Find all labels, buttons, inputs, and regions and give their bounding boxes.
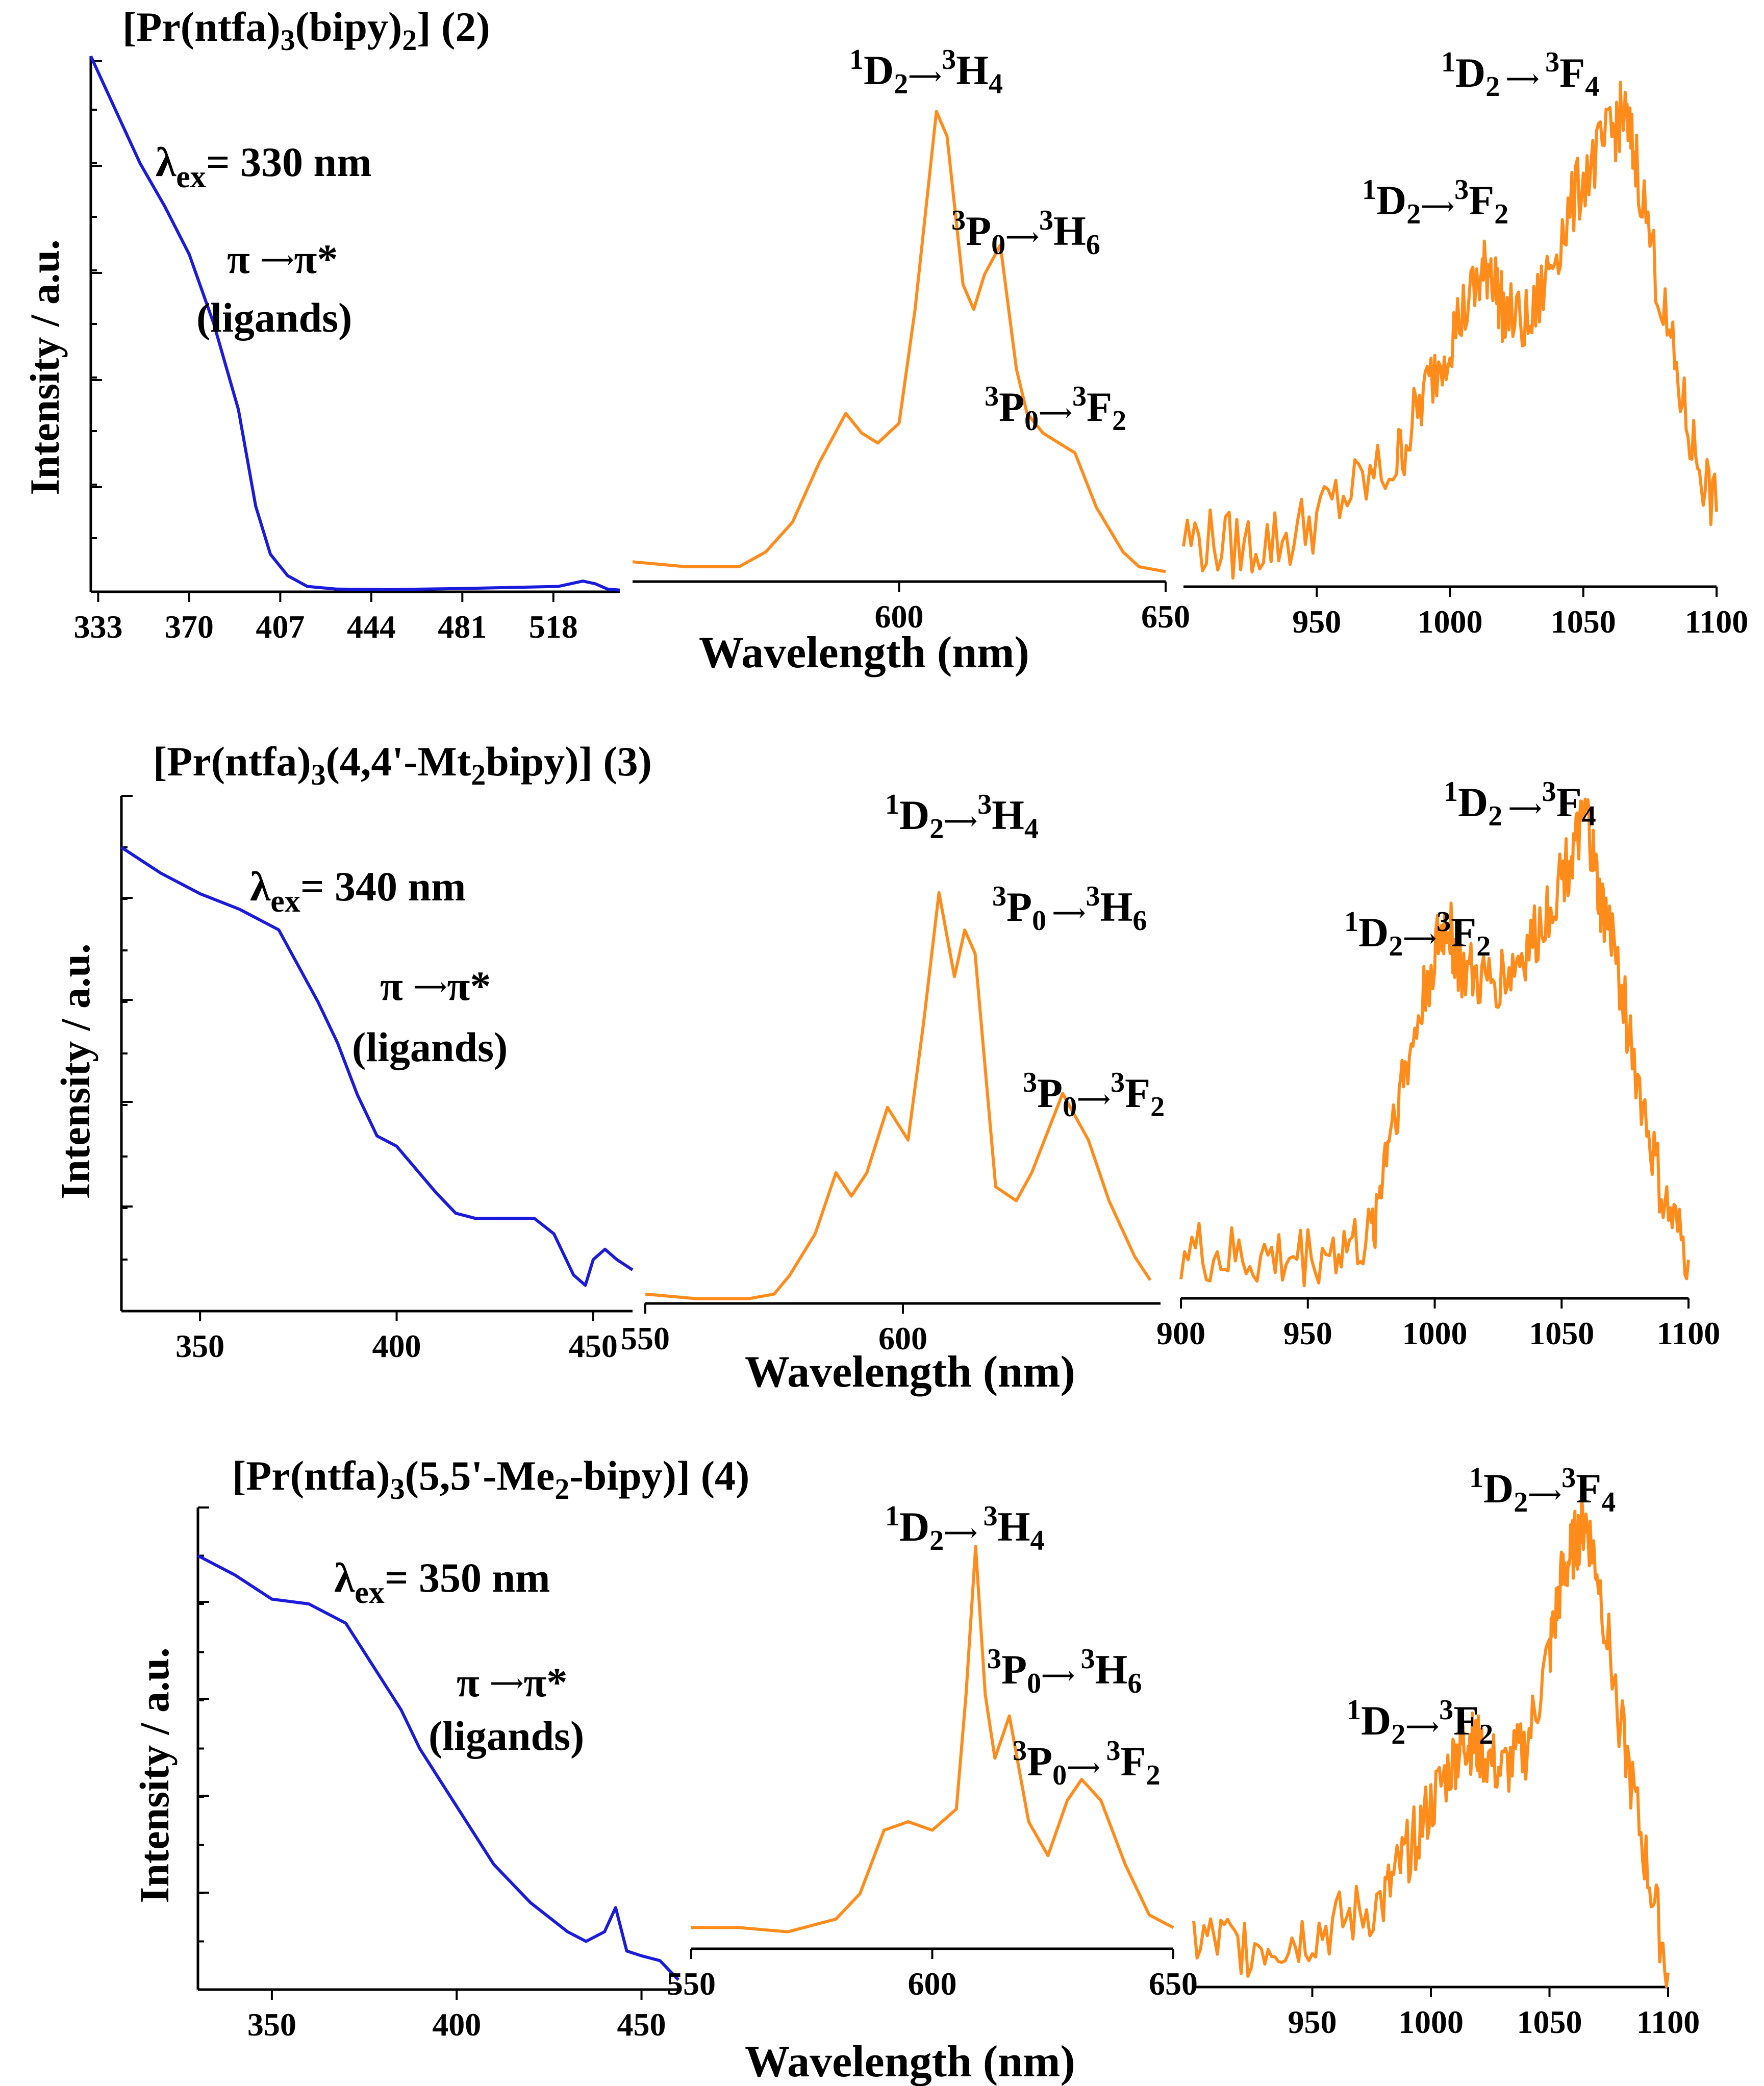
x-tick-label-1-3: 444 <box>347 609 396 645</box>
x-tick-label-8-1: 600 <box>908 1966 957 2002</box>
excitation-line-7 <box>197 1554 680 1981</box>
emission-line-6 <box>1179 797 1690 1288</box>
x-tick-label-9-0: 950 <box>1288 2004 1337 2040</box>
peak-label-1D2-3F2-row1: 1D2⟶3F2 <box>1362 174 1508 230</box>
excitation-label-2: λex= 330 nm <box>156 139 371 194</box>
x-tick-label-6-4: 1100 <box>1657 1315 1720 1351</box>
peak-label-1D2-3F4-row3: 1D2⟶3F4 <box>1469 1462 1616 1518</box>
peak-label-3P0-3F2-row3: 3P0⟶ 3F2 <box>1013 1735 1161 1791</box>
x-axis-label-2: Wavelength (nm) <box>745 1347 1075 1397</box>
excitation-label-4: λex= 350 nm <box>334 1554 550 1610</box>
peak-label-1D2-3F2-row2: 1D2⟶3F2 <box>1344 906 1491 962</box>
peak-label-1D2-3F2-row3: 1D2⟶3F2 <box>1347 1694 1493 1750</box>
y-axis-label-1: Intensity / a.u. <box>21 239 68 495</box>
x-tick-label-7-1: 400 <box>432 2006 481 2043</box>
pi-transition-label-3: π ⟶π* <box>380 963 491 1009</box>
x-axis-label-1: Wavelength (nm) <box>699 628 1029 677</box>
x-tick-label-6-0: 900 <box>1156 1315 1205 1351</box>
peak-label-1D2-3H4-row2: 1D2⟶3H4 <box>885 789 1039 845</box>
pi-transition-label-4: π ⟶π* <box>457 1659 567 1705</box>
x-tick-label-2-0: 600 <box>875 598 924 635</box>
plot-marks: 333 370 407 444 481 518 600 650 950 1000 1050 1100 3… <box>73 55 1748 2043</box>
x-tick-label-5-1: 600 <box>878 1320 927 1356</box>
peak-label-3P0-3H6-row3: 3P0⟶ 3H6 <box>987 1643 1142 1699</box>
x-tick-label-6-2: 1000 <box>1402 1315 1468 1351</box>
x-tick-label-6-3: 1050 <box>1529 1315 1594 1351</box>
peak-label-1D2-3H4-row3: 1D2⟶ 3H4 <box>885 1500 1044 1556</box>
peak-label-3P0-3F2-row1: 3P0⟶3F2 <box>985 381 1126 437</box>
peak-label-3P0-3H6-row1: 3P0⟶3H6 <box>951 205 1100 261</box>
x-tick-label-8-0: 550 <box>667 1966 716 2002</box>
ligands-label-4: (ligands) <box>429 1713 584 1759</box>
x-tick-label-1-5: 518 <box>529 609 578 645</box>
ligands-label-2: (ligands) <box>196 294 352 341</box>
peak-label-1D2-3H4-row1: 1D2⟶3H4 <box>849 44 1003 100</box>
x-tick-label-3-3: 1100 <box>1685 604 1748 640</box>
emission-line-8 <box>691 1545 1174 1933</box>
emission-line-3 <box>1182 81 1718 580</box>
compound-title-3: [Pr(ntfa)3(4,4'-Mt2bipy)] (3) <box>153 738 652 791</box>
x-tick-label-9-1: 1000 <box>1398 2004 1464 2040</box>
ligands-label-3: (ligands) <box>352 1024 508 1070</box>
excitation-line-1 <box>89 55 620 592</box>
y-axis-label-2: Intensity / a.u. <box>52 943 98 1199</box>
peak-label-3P0-3F2-row2: 3P0⟶3F2 <box>1023 1067 1165 1123</box>
x-tick-label-5-0: 550 <box>621 1320 670 1356</box>
peak-label-1D2-3F4-row2: 1D2 ⟶3F4 <box>1444 776 1596 832</box>
x-tick-label-3-0: 950 <box>1292 604 1341 640</box>
x-tick-label-8-2: 650 <box>1149 1966 1198 2002</box>
x-axis-label-3: Wavelength (nm) <box>745 2037 1075 2086</box>
peak-label-1D2-3F4-row1: 1D2 ⟶ 3F4 <box>1441 46 1599 103</box>
x-tick-label-3-2: 1050 <box>1551 604 1616 640</box>
compound-title-4: [Pr(ntfa)3(5,5'-Me2-bipy)] (4) <box>232 1452 749 1505</box>
emission-line-5 <box>645 891 1152 1300</box>
x-tick-label-4-0: 350 <box>175 1328 224 1364</box>
x-tick-label-3-1: 1000 <box>1418 604 1483 640</box>
x-tick-label-9-2: 1050 <box>1517 2004 1582 2040</box>
excitation-line-4 <box>120 846 634 1287</box>
pi-transition-label-2: π ⟶π* <box>227 236 338 282</box>
x-tick-label-9-3: 1100 <box>1636 2004 1700 2040</box>
x-tick-label-1-1: 370 <box>165 609 214 645</box>
compound-title-2: [Pr(ntfa)3(bipy)2] (2) <box>122 4 490 57</box>
x-tick-label-1-4: 481 <box>438 609 487 645</box>
x-tick-label-7-2: 450 <box>617 2006 666 2043</box>
x-tick-label-6-1: 950 <box>1283 1315 1332 1351</box>
emission-line-9 <box>1192 1495 1670 1988</box>
peak-label-3P0-3H6-row2: 3P0 ⟶3H6 <box>992 881 1147 937</box>
x-tick-label-1-0: 333 <box>73 609 122 645</box>
x-tick-label-1-2: 407 <box>256 609 305 645</box>
x-tick-label-4-1: 400 <box>372 1328 421 1364</box>
emission-line-2 <box>632 110 1166 573</box>
x-tick-label-7-0: 350 <box>247 2006 296 2043</box>
y-axis-label-3: Intensity / a.u. <box>131 1647 178 1903</box>
excitation-label-3: λex= 340 nm <box>250 863 466 919</box>
x-tick-label-2-1: 650 <box>1141 598 1190 635</box>
x-tick-label-4-2: 450 <box>569 1328 618 1364</box>
